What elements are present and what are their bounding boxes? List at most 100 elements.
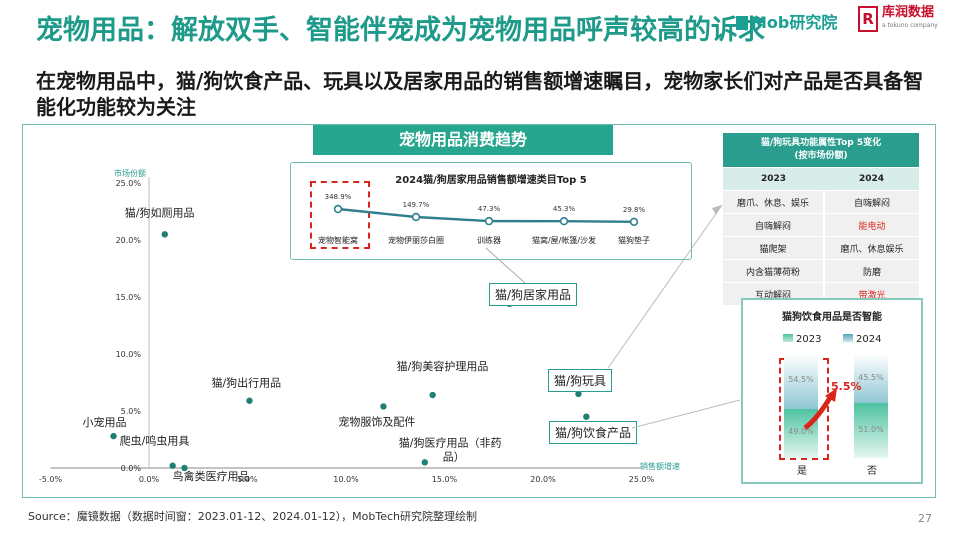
y-tick-label: 25.0% — [116, 179, 142, 188]
smart-title: 猫狗饮食用品是否智能 — [782, 312, 882, 323]
top5-title: 2024猫/狗居家用品销售额增速类目Top 5 — [395, 175, 587, 186]
table-title: 猫/狗玩具功能属性Top 5变化 (按市场份额) — [723, 133, 919, 168]
mob-logo-text: Mob研究院 — [751, 13, 838, 32]
top5-value-label: 348.9% — [325, 193, 352, 201]
delta-annotation: 5.5% — [831, 380, 862, 393]
x-tick-label: 20.0% — [530, 475, 556, 484]
table-cell: 能电动 — [824, 213, 919, 237]
table-cell: 防磨 — [824, 259, 919, 283]
y-tick-label: 20.0% — [116, 236, 142, 245]
point-label: 鸟禽类医疗用品 — [172, 469, 249, 483]
bar-2023-label: 49.0% — [788, 427, 814, 437]
scatter-point — [583, 413, 590, 420]
section-banner: 宠物用品消费趋势 — [313, 125, 613, 155]
x-tick-label: 10.0% — [333, 475, 359, 484]
bar-2024-label: 54.5% — [788, 375, 814, 385]
legend-2024: 2024 — [843, 334, 881, 345]
y-tick-label: 10.0% — [116, 350, 142, 359]
cat-label-yes: 是 — [797, 466, 807, 477]
x-tick-label: 0.0% — [139, 475, 160, 484]
x-tick-label: 15.0% — [432, 475, 458, 484]
top5-category-label: 训练器 — [477, 235, 501, 245]
legend-2023: 2023 — [783, 334, 821, 345]
top5-point — [559, 216, 569, 226]
source-note: Source：魔镜数据（数据时间窗：2023.01-12、2024.01-12）… — [28, 510, 478, 523]
top5-line-chart: 2024猫/狗居家用品销售额增速类目Top 5 348.9% 宠物智能窝 149.7… — [290, 162, 692, 260]
top5-category-label: 宠物伊丽莎白圈 — [388, 235, 444, 245]
top5-point — [629, 217, 639, 227]
top5-value-label: 29.8% — [623, 206, 646, 214]
x-axis-label: 销售额增速 — [640, 461, 680, 471]
point-label: 猫/狗医疗用品（非药 — [399, 435, 502, 449]
table-header: 猫/狗玩具功能属性Top 5变化 (按市场份额) — [723, 133, 919, 168]
page-subtitle: 在宠物用品中，猫/狗饮食产品、玩具以及居家用品的销售额增速瞩目，宠物家长们对产品… — [36, 69, 924, 119]
callout-home: 猫/狗居家用品 — [489, 283, 578, 306]
kurun-logo-text: 库润数据 — [882, 5, 935, 20]
y-axis-label: 市场份额 — [114, 168, 146, 178]
y-tick-label: 5.0% — [121, 407, 142, 416]
legend-2024-swatch — [843, 334, 853, 342]
table-row: 猫爬架 磨爪、休息娱乐 — [723, 236, 919, 260]
top5-point — [484, 216, 494, 226]
mob-logo-icon — [736, 16, 748, 30]
top5-point — [333, 204, 343, 214]
top5-category-label: 猫狗垫子 — [618, 235, 650, 245]
bar-2023 — [854, 403, 888, 458]
x-tick-label: -5.0% — [39, 475, 63, 484]
top5-category-label: 宠物智能窝 — [318, 235, 358, 245]
table-cell: 自嗨解闷 — [723, 213, 825, 237]
point-label: 小宠用品 — [83, 415, 127, 429]
legend-2023-label: 2023 — [796, 334, 822, 345]
mob-logo: Mob研究院 — [736, 9, 837, 33]
top5-category-label: 猫窝/屋/帐篷/沙发 — [532, 235, 596, 245]
col-2024: 2024 — [824, 167, 919, 191]
col-2023: 2023 — [723, 167, 824, 191]
table-cell: 猫爬架 — [723, 236, 825, 260]
point-label-cont: 品） — [443, 450, 465, 463]
y-tick-label: 0.0% — [121, 464, 142, 473]
kurun-logo-icon: R — [858, 6, 878, 32]
table-cell: 内含猫薄荷粉 — [723, 259, 825, 283]
y-tick-label: 15.0% — [116, 293, 142, 302]
table-title-text: 猫/狗玩具功能属性Top 5变化 — [760, 138, 882, 148]
page-title: 宠物用品：解放双手、智能伴宠成为宠物用品呼声较高的诉求 — [36, 15, 765, 46]
top5-value-label: 47.3% — [478, 205, 501, 213]
point-label: 猫/狗美容护理用品 — [397, 359, 489, 373]
point-label: 宠物服饰及配件 — [338, 414, 415, 428]
top5-value-label: 149.7% — [403, 201, 430, 209]
kurun-logo: R 库润数据 a tokuno company — [858, 6, 938, 32]
table-row: 自嗨解闷 能电动 — [723, 213, 919, 237]
callout-food: 猫/狗饮食产品 — [549, 421, 638, 444]
table-row: 磨爪、休息、娱乐 自嗨解闷 — [723, 190, 919, 214]
point-label: 猫/狗如厕用品 — [125, 205, 195, 219]
legend-2024-label: 2024 — [856, 334, 882, 345]
scatter-point — [429, 391, 436, 399]
toy-attributes-table: 猫/狗玩具功能属性Top 5变化 (按市场份额) 2023 2024 磨爪、休息、… — [723, 133, 919, 306]
table-row: 内含猫薄荷粉 防磨 — [723, 259, 919, 283]
kurun-logo-sub: a tokuno company — [882, 22, 938, 29]
callout-toy: 猫/狗玩具 — [548, 369, 613, 392]
table-subtitle-text: (按市场份额) — [794, 151, 848, 161]
scatter-point — [181, 464, 188, 472]
cat-label-no: 否 — [867, 466, 877, 477]
scatter-point — [110, 432, 117, 440]
x-tick-label: 5.0% — [237, 475, 258, 484]
scatter-point — [380, 403, 387, 410]
point-label: 猫/狗出行用品 — [211, 376, 281, 390]
x-tick-label: 25.0% — [629, 475, 655, 484]
top5-svg: 348.9% 宠物智能窝 149.7% 宠物伊丽莎白圈 47.3% 训练器 45.3% 猫窝/… — [318, 193, 650, 245]
legend-2023-swatch — [783, 334, 793, 342]
table-cell: 磨爪、休息、娱乐 — [723, 190, 825, 214]
scatter-point — [421, 459, 428, 466]
scatter-point — [575, 390, 582, 398]
point-label: 爬虫/鸣虫用具 — [120, 434, 190, 448]
bar-2024 — [854, 354, 888, 404]
scatter-point — [246, 397, 253, 404]
top5-point — [411, 212, 421, 222]
table-year-row: 2023 2024 — [723, 167, 919, 191]
top5-value-label: 45.3% — [553, 205, 576, 213]
top5-highlight-box — [310, 181, 370, 249]
table-cell: 磨爪、休息娱乐 — [824, 236, 919, 260]
smart-bar-chart: 猫狗饮食用品是否智能 2023 2024 54.5% 49.0% 45.5% 51.0… — [741, 298, 923, 484]
